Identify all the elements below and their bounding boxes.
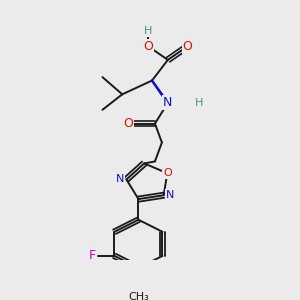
Text: N: N xyxy=(116,174,124,184)
Text: O: O xyxy=(143,40,153,52)
Text: H: H xyxy=(144,26,152,36)
Text: O: O xyxy=(183,40,193,52)
Text: O: O xyxy=(123,117,133,130)
Text: H: H xyxy=(195,98,203,108)
Text: O: O xyxy=(163,168,172,178)
Text: N: N xyxy=(166,190,174,200)
Text: CH₃: CH₃ xyxy=(128,292,149,300)
Text: N: N xyxy=(163,96,172,110)
Text: F: F xyxy=(89,249,96,262)
